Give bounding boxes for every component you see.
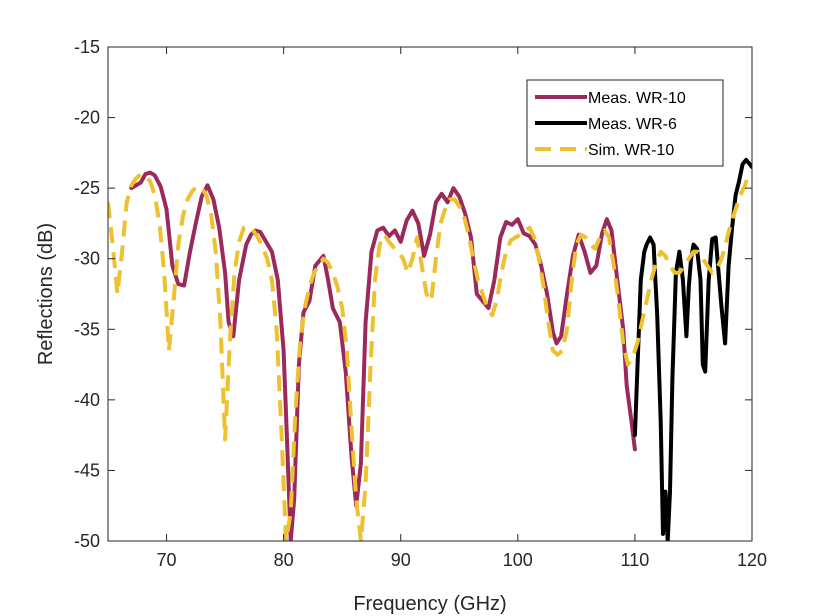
y-tick-label: -50 [74, 531, 100, 551]
y-tick-label: -35 [74, 319, 100, 339]
legend: Meas. WR-10 Meas. WR-6 Sim. WR-10 [526, 79, 724, 167]
y-axis-label: Reflections (dB) [35, 223, 57, 365]
x-tick-label: 90 [391, 550, 411, 570]
y-tick-label: -40 [74, 390, 100, 410]
series-line-meas-wr-10 [129, 170, 637, 541]
y-tick-label: -25 [74, 178, 100, 198]
x-tick-label: 110 [621, 550, 650, 570]
y-tick-label: -30 [74, 249, 100, 269]
series-line-sim-wr-10 [108, 170, 752, 541]
series-layer [108, 157, 752, 541]
ticks-layer: 70 80 90 100 110 120 -50 -45 -40 -35 -30 -25 -20 -15 [74, 37, 767, 570]
y-tick-label: -15 [74, 37, 100, 57]
x-axis-label: Frequency (GHz) [353, 593, 506, 615]
y-tick-label: -20 [74, 108, 100, 128]
legend-label-meas-wr6: Meas. WR-6 [588, 116, 677, 133]
plot-frame [107, 46, 753, 542]
y-tick-label: -45 [74, 460, 100, 480]
legend-label-sim-wr10: Sim. WR-10 [588, 142, 674, 159]
x-tick-label: 70 [157, 550, 177, 570]
x-tick-label: 100 [503, 550, 533, 570]
legend-label-meas-wr10: Meas. WR-10 [588, 90, 686, 107]
x-tick-label: 120 [737, 550, 767, 570]
x-tick-label: 80 [274, 550, 294, 570]
